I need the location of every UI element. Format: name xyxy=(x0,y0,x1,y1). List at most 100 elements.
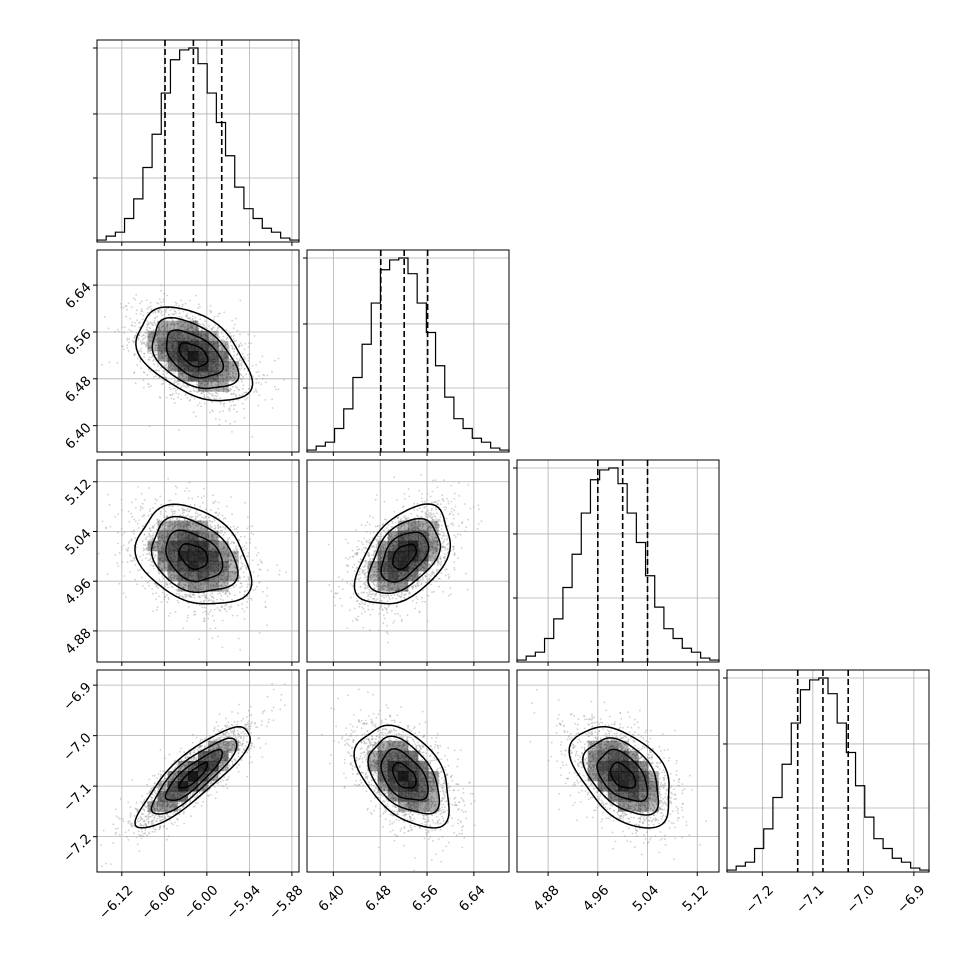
scatter-point xyxy=(220,548,223,551)
scatter-point xyxy=(211,534,214,536)
scatter-point xyxy=(139,555,142,558)
scatter-point xyxy=(156,608,158,611)
scatter-point xyxy=(163,516,166,519)
scatter-point xyxy=(166,294,169,297)
scatter-point xyxy=(428,534,431,536)
scatter-point xyxy=(211,327,214,329)
scatter-point xyxy=(155,301,158,304)
scatter-point xyxy=(144,548,146,551)
scatter-point xyxy=(159,397,162,399)
scatter-point xyxy=(181,508,184,510)
scatter-point xyxy=(220,551,223,553)
scatter-point xyxy=(138,334,141,337)
scatter-point xyxy=(359,603,362,606)
scatter-point xyxy=(173,365,176,368)
scatter-point xyxy=(409,524,412,527)
scatter-point xyxy=(156,330,159,333)
scatter-point xyxy=(222,599,225,602)
scatter-point xyxy=(226,389,229,391)
scatter-point xyxy=(148,510,151,513)
scatter-point xyxy=(175,592,178,595)
scatter-point xyxy=(172,512,174,515)
scatter-point xyxy=(152,328,155,331)
scatter-point xyxy=(226,555,229,558)
density-cell xyxy=(218,351,229,362)
density-cell xyxy=(208,361,219,372)
scatter-point xyxy=(198,539,201,542)
scatter-point xyxy=(229,375,232,378)
scatter-point xyxy=(225,368,228,371)
density-cell xyxy=(218,540,229,552)
scatter-point xyxy=(242,375,244,378)
scatter-point xyxy=(185,376,188,378)
scatter-point xyxy=(171,529,174,531)
scatter-point xyxy=(170,323,173,325)
scatter-point xyxy=(222,348,225,351)
scatter-point xyxy=(218,364,221,366)
scatter-point xyxy=(222,338,225,341)
scatter-point xyxy=(186,617,189,619)
scatter-point xyxy=(243,368,246,371)
scatter-point xyxy=(181,305,184,308)
scatter-point xyxy=(371,608,374,611)
histogram-3 xyxy=(726,677,930,872)
scatter-point xyxy=(219,397,222,400)
scatter-point xyxy=(417,579,419,582)
scatter-point xyxy=(217,575,220,577)
scatter-point xyxy=(212,584,215,586)
scatter-point xyxy=(147,347,150,349)
scatter-point xyxy=(155,369,157,372)
scatter-point xyxy=(217,523,220,526)
scatter-point xyxy=(226,547,229,550)
scatter-point xyxy=(148,425,151,428)
scatter-point xyxy=(419,573,421,575)
scatter-point xyxy=(239,299,242,302)
scatter-point xyxy=(142,379,145,382)
scatter-point xyxy=(152,533,155,535)
scatter-point xyxy=(154,323,156,325)
scatter-point xyxy=(149,534,152,537)
scatter-point xyxy=(146,344,149,346)
scatter-point xyxy=(163,537,166,540)
scatter-point xyxy=(222,376,224,379)
scatter-point xyxy=(231,374,234,377)
scatter-point xyxy=(184,490,186,492)
density-cell xyxy=(167,340,179,352)
scatter-point xyxy=(233,390,236,392)
scatter-point xyxy=(213,619,216,622)
scatter-point xyxy=(132,341,135,344)
scatter-point xyxy=(399,595,401,598)
scatter-point xyxy=(196,524,199,527)
scatter-point xyxy=(181,303,184,306)
scatter-point xyxy=(196,391,199,393)
scatter-point xyxy=(285,571,287,574)
scatter-point xyxy=(228,407,231,409)
scatter-point xyxy=(219,375,222,377)
scatter-point xyxy=(233,542,236,544)
scatter-point xyxy=(255,378,258,380)
scatter-point xyxy=(161,537,164,540)
scatter-point xyxy=(232,404,235,407)
scatter-point xyxy=(210,609,212,611)
scatter-point xyxy=(147,514,150,517)
scatter-point xyxy=(213,571,216,573)
scatter-point xyxy=(204,384,207,387)
scatter-point xyxy=(148,327,151,329)
scatter-point xyxy=(177,319,180,322)
scatter-point xyxy=(243,348,246,351)
scatter-point xyxy=(161,326,163,328)
scatter-point xyxy=(226,577,229,580)
scatter-point xyxy=(377,588,379,591)
scatter-point xyxy=(196,390,198,393)
scatter-point xyxy=(185,386,187,389)
scatter-point xyxy=(194,328,197,331)
scatter-point xyxy=(229,340,232,343)
scatter-point xyxy=(213,571,216,574)
scatter-point xyxy=(173,577,175,580)
scatter-point xyxy=(239,591,241,594)
scatter-point xyxy=(239,369,241,371)
scatter-point xyxy=(461,522,463,525)
scatter-point xyxy=(178,595,181,598)
scatter-point xyxy=(133,559,136,562)
hist-frame-1 xyxy=(306,249,510,453)
